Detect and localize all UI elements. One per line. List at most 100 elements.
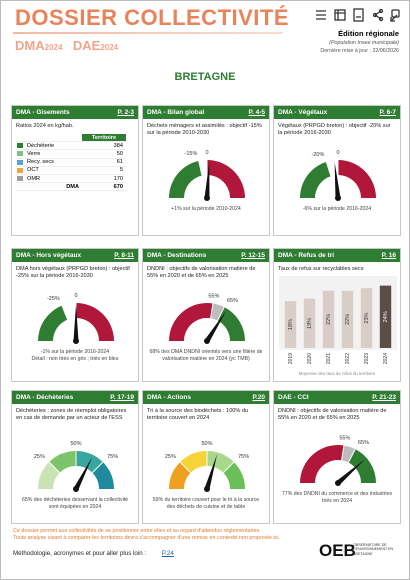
- page-link[interactable]: P.24: [161, 550, 174, 557]
- page-link[interactable]: P. 4-5: [248, 109, 265, 116]
- card-caption: +1% sur la période 2010-2024: [171, 206, 241, 212]
- card: DMA - Hors végétaux P. 8-11 DMA hors végét…: [11, 248, 139, 382]
- gauge-tick: [210, 303, 214, 319]
- gauge-tick: [325, 161, 332, 177]
- x-tick-label: 2022: [345, 353, 351, 364]
- gauge-segment: [300, 445, 344, 483]
- x-tick-label: 2024: [383, 353, 389, 364]
- gauge-segment: [348, 449, 376, 483]
- card-title: DAE - CCI: [278, 394, 309, 401]
- card-text: Déchets ménagers et assimilés : objectif…: [147, 123, 262, 137]
- gauge: -15% 0: [169, 150, 245, 201]
- value-label: 24%: [383, 311, 389, 322]
- card-title: DMA - Refus de tri: [278, 252, 335, 259]
- value-label: 18%: [288, 319, 294, 330]
- card: DMA - Actions P.20 Tri à la source des bio…: [142, 390, 270, 524]
- page-link[interactable]: P. 21-23: [372, 394, 396, 401]
- gauge-needle: [336, 459, 366, 485]
- page-link[interactable]: P. 6-7: [379, 109, 396, 116]
- page-link[interactable]: P. 17-19: [110, 394, 134, 401]
- page-link[interactable]: P. 2-3: [117, 109, 134, 116]
- gauge: 25% 50% 75%: [165, 441, 249, 492]
- gauge-label: -20%: [312, 152, 325, 158]
- value-label: 19%: [307, 318, 313, 329]
- gauge-tick: [198, 160, 203, 176]
- bar: [284, 301, 297, 348]
- table-header-row: Territoire: [16, 134, 126, 143]
- card-text: Tri à la source des biodéchets : 100% du…: [147, 408, 249, 422]
- gauge-label: -25%: [47, 296, 60, 302]
- gauge-segment: [341, 445, 356, 463]
- bar-chart: 18% 2019 19% 2020 22% 2021 22% 2022 23% 2023 24% 20…: [279, 276, 397, 364]
- logo: OEB: [319, 541, 356, 560]
- card-text: Ratios 2024 en kg/hab.: [16, 123, 74, 129]
- table-cell: [16, 134, 24, 143]
- gauge-hub: [204, 486, 210, 492]
- gauge-hub: [73, 338, 79, 344]
- gauge-label: 55%: [339, 436, 350, 442]
- gauge-tick: [347, 448, 356, 463]
- swatch: [17, 143, 23, 149]
- gauge-needle: [73, 305, 79, 341]
- subtitle: DMA2024 DAE2024: [15, 37, 118, 55]
- row-label: Verre: [24, 149, 82, 159]
- gauge-tick: [222, 461, 235, 474]
- footer-note-line: Ce dossier permet aux collectivités de s…: [13, 528, 261, 534]
- swatch-cell: [16, 174, 24, 184]
- swatch: [17, 167, 23, 173]
- gauge-segment: [38, 462, 60, 489]
- card-header: DMA - Destinations P. 12-15: [143, 249, 269, 262]
- page-link[interactable]: P. 8-11: [114, 252, 134, 259]
- gauge-label: 65%: [358, 440, 369, 446]
- gauge-segment: [338, 160, 376, 198]
- card: DMA - Bilan global P. 4-5 Déchets ménagers…: [142, 105, 270, 236]
- page-link[interactable]: P.20: [252, 394, 265, 401]
- card-text: DNDNI : objectifs de valorisation matièr…: [278, 408, 387, 422]
- gauge-label: 25%: [34, 454, 45, 460]
- title-rule: [13, 32, 283, 34]
- gauge-tick: [341, 445, 345, 461]
- card-caption: 59% du territoire couvert pour le tri à …: [152, 497, 260, 510]
- update-date: Dernière mise à jour : 22/06/2026: [320, 48, 399, 54]
- page-link[interactable]: P. 16: [381, 252, 396, 259]
- edition: Édition régionale: [338, 29, 399, 38]
- row-value: 61: [82, 158, 126, 167]
- gauge-label: 25%: [165, 454, 176, 460]
- card-caption: 68% des DMA DNDNI orientés vers une fili…: [149, 349, 263, 362]
- card-title: DMA - Destinations: [147, 252, 207, 259]
- ratio-table: Territoire Déchèterie 384 Verre 50 Recy. secs…: [16, 134, 126, 192]
- card-caption: -1% sur la période 2016-2024: [40, 349, 110, 355]
- value-label: 23%: [364, 312, 370, 323]
- card-header: DAE - CCI P. 21-23: [274, 391, 400, 404]
- card-title: DMA - Déchèteries: [16, 394, 74, 401]
- table-row: DMA 670: [16, 182, 126, 192]
- value-label: 22%: [345, 314, 351, 325]
- card-header: DMA - Refus de tri P. 16: [274, 249, 400, 262]
- card-title: DMA - Gisements: [16, 109, 70, 116]
- page-link[interactable]: P. 12-15: [241, 252, 265, 259]
- footer-note: Ce dossier permet aux collectivités de s…: [13, 528, 280, 543]
- bar: [322, 290, 335, 348]
- card-header: DMA - Végétaux P. 6-7: [274, 106, 400, 119]
- footer-link-text: Méthodologie, acronymes et pour aller pl…: [13, 550, 147, 557]
- toolbar-icons[interactable]: [313, 7, 401, 25]
- card-title: DMA - Hors végétaux: [16, 252, 82, 259]
- gauge-segment: [300, 161, 331, 198]
- swatch: [17, 176, 23, 182]
- table-row: OMR 170: [16, 174, 126, 184]
- gauge: 25% 50% 75%: [34, 441, 118, 492]
- gauge-label: 0: [336, 150, 339, 156]
- card: DAE - CCI P. 21-23 DNDNI : objectifs de va…: [273, 390, 401, 524]
- gauge-segment: [169, 160, 202, 198]
- swatch-cell: [16, 182, 24, 192]
- subtitle-dae: DAE: [72, 38, 101, 53]
- gauge-hub: [204, 338, 210, 344]
- gauge-segment: [92, 462, 114, 489]
- gauge-label: 50%: [201, 441, 212, 447]
- gauge-tick: [61, 305, 68, 320]
- gauge-hub: [204, 195, 210, 201]
- row-value: 170: [82, 174, 126, 184]
- x-tick-label: 2019: [288, 353, 294, 364]
- subtitle-dma: DMA: [15, 38, 45, 53]
